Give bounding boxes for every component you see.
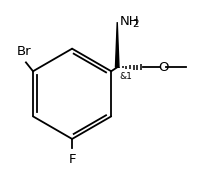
Text: 2: 2	[132, 19, 138, 29]
Text: O: O	[158, 61, 169, 74]
Text: &1: &1	[119, 72, 132, 81]
Text: NH: NH	[120, 15, 140, 28]
Text: Br: Br	[17, 45, 31, 58]
Polygon shape	[115, 22, 119, 67]
Text: F: F	[68, 153, 76, 165]
